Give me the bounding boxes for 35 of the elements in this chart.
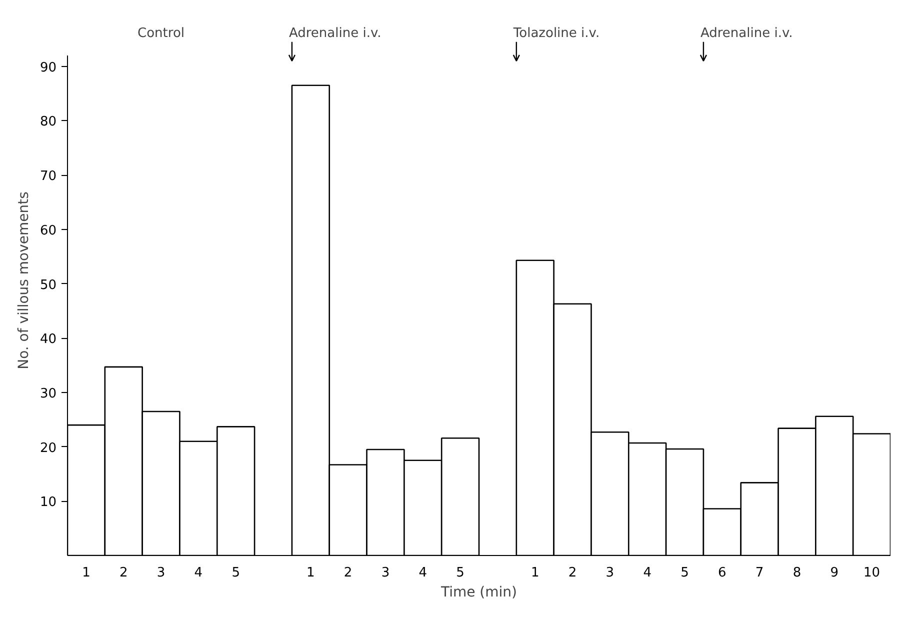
x-tick-label: 2 xyxy=(568,566,577,580)
x-tick-label: 7 xyxy=(755,566,764,580)
x-tick-label: 1 xyxy=(306,566,315,580)
x-axis-title: Time (min) xyxy=(440,584,518,600)
y-axis-title: No. of villous movements xyxy=(16,192,32,370)
x-tick-label: 4 xyxy=(643,566,652,580)
x-tick-label: 4 xyxy=(418,566,428,580)
x-tick-label: 2 xyxy=(119,566,128,580)
x-tick-label: 9 xyxy=(830,566,839,580)
x-tick-label: 3 xyxy=(381,566,390,580)
text: Adrenaline i.v. xyxy=(700,26,793,41)
y-tick-label: 90 xyxy=(40,60,57,76)
y-tick-label: 50 xyxy=(40,278,57,293)
y-tick-label: 40 xyxy=(40,332,57,348)
x-tick-label: 5 xyxy=(232,566,240,580)
x-tick-label: 1 xyxy=(82,566,90,580)
x-tick-label: 6 xyxy=(718,566,726,580)
y-tick-label: 30 xyxy=(40,386,57,402)
text: Control xyxy=(138,26,185,41)
x-tick-label: 5 xyxy=(680,566,689,580)
x-tick-label: 4 xyxy=(194,566,203,580)
y-tick-label: 70 xyxy=(40,169,57,184)
x-tick-label: 8 xyxy=(792,566,802,580)
text: Adrenaline i.v. xyxy=(288,26,382,41)
x-tick-label: 3 xyxy=(156,566,166,580)
x-tick-label: 10 xyxy=(864,566,880,580)
x-tick-label: 1 xyxy=(530,566,540,580)
y-tick-label: 10 xyxy=(40,495,57,510)
y-tick-label: 60 xyxy=(40,223,57,238)
text: Tolazoline i.v. xyxy=(512,26,600,41)
x-tick-label: 3 xyxy=(606,566,614,580)
y-tick-label: 20 xyxy=(40,440,57,456)
y-tick-label: 80 xyxy=(40,114,57,130)
x-tick-label: 2 xyxy=(344,566,352,580)
x-tick-label: 5 xyxy=(456,566,464,580)
